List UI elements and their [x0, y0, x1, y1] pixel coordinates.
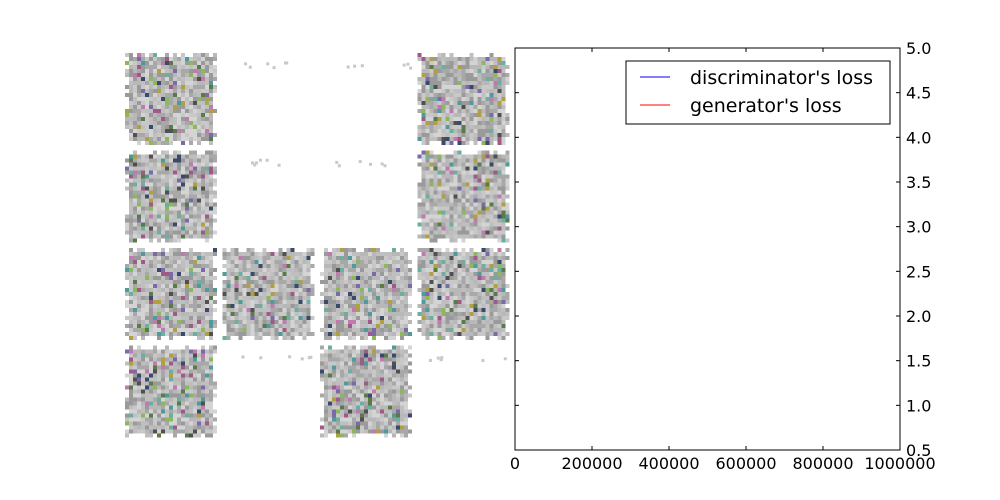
sample-tile [125, 53, 217, 145]
y-tick-label: 1.5 [906, 352, 931, 371]
x-tick-label: 200000 [561, 454, 622, 473]
sample-tile [222, 248, 315, 340]
y-tick-label: 3.5 [906, 173, 931, 192]
blank-tile [346, 62, 413, 70]
y-tick-label: 3.0 [906, 218, 931, 237]
sample-tile [320, 345, 412, 438]
sample-tile [417, 53, 510, 145]
y-tick-label: 0.5 [906, 441, 931, 460]
sample-tile [125, 345, 217, 438]
loss-chart: 0 200000 400000 600000 800000 1000000 0.5 1.0 1… [510, 39, 936, 473]
x-tick-label: 1000000 [864, 454, 935, 473]
y-tick-label: 1.0 [906, 396, 931, 415]
x-tick-label: 800000 [792, 454, 853, 473]
blank-tile [251, 158, 281, 167]
y-tick-label: 4.5 [906, 84, 931, 103]
sample-tile [125, 150, 217, 243]
legend-item: generator's loss [640, 95, 842, 117]
sample-tile [125, 248, 217, 340]
generated-samples-grid [125, 53, 510, 438]
legend-label: discriminator's loss [690, 67, 873, 89]
x-tick-label: 600000 [715, 454, 776, 473]
blank-tile [335, 160, 387, 168]
y-tick-label: 2.5 [906, 262, 931, 281]
sample-tile [417, 248, 510, 340]
legend-label: generator's loss [690, 95, 842, 117]
x-axis: 0 200000 400000 600000 800000 1000000 [510, 48, 936, 473]
x-tick-label: 400000 [638, 454, 699, 473]
blank-tile [428, 356, 507, 363]
x-tick-label: 0 [510, 454, 520, 473]
blank-tile [241, 355, 313, 361]
y-axis: 0.5 1.0 1.5 2.0 2.5 3.0 3.5 4.0 4.5 5.0 [515, 39, 931, 460]
legend-box [625, 60, 891, 125]
sample-tile [417, 150, 510, 243]
y-tick-label: 4.0 [906, 128, 931, 147]
blank-tile [244, 61, 289, 70]
y-tick-label: 2.0 [906, 307, 931, 326]
legend-item: discriminator's loss [640, 67, 873, 89]
sample-tile [320, 248, 412, 340]
legend: discriminator's loss generator's loss [625, 60, 891, 125]
y-tick-label: 5.0 [906, 39, 931, 58]
